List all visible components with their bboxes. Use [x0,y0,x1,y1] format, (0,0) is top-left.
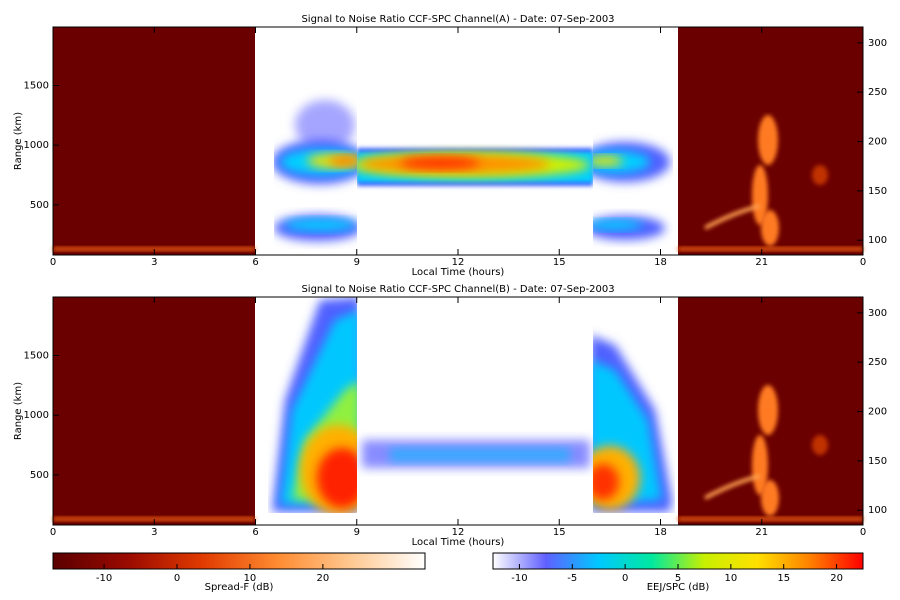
x-tick-label: 0 [50,257,56,268]
colorbar [52,552,426,570]
x-tick-label: 18 [654,527,667,538]
x-tick-label: 9 [354,527,360,538]
x-axis-label: Local Time (hours) [412,267,505,278]
y-tick-label: 1000 [24,410,49,421]
y2-tick-label: 300 [868,308,887,319]
x-tick-label: 6 [252,527,258,538]
x-tick-label: 0 [860,527,866,538]
x-tick-label: 6 [252,257,258,268]
colorbar-tick-label: 15 [777,573,790,584]
y-tick-label: 1500 [24,80,49,91]
colorbar-tick-label: 0 [174,573,180,584]
y2-tick-label: 100 [868,505,887,516]
y-tick-label: 1500 [24,350,49,361]
x-tick-label: 15 [553,527,566,538]
colorbar-label: EEJ/SPC (dB) [647,582,710,593]
heatmap-image [53,297,863,525]
y2-tick-label: 100 [868,235,887,246]
colorbar-tick-label: -10 [96,573,112,584]
y2-tick-label: 200 [868,136,887,147]
y2-tick-label: 150 [868,186,887,197]
x-tick-label: 21 [755,527,768,538]
colorbar-tick-label: 0 [622,573,628,584]
x-tick-label: 15 [553,257,566,268]
x-tick-label: 3 [151,527,157,538]
colorbar-tick-label: 20 [830,573,843,584]
x-tick-label: 0 [860,257,866,268]
heatmap-image [53,27,863,255]
y-axis-label: Range (km) [13,112,24,170]
x-tick-label: 21 [755,257,768,268]
y2-tick-label: 150 [868,456,887,467]
x-tick-label: 18 [654,257,667,268]
y-axis-label: Range (km) [13,382,24,440]
x-tick-label: 0 [50,527,56,538]
x-tick-label: 9 [354,257,360,268]
x-tick-label: 12 [452,527,465,538]
x-tick-label: 3 [151,257,157,268]
y-tick-label: 500 [30,200,49,211]
y-tick-label: 1000 [24,140,49,151]
colorbar-tick-label: -10 [511,573,527,584]
chart-title: Signal to Noise Ratio CCF-SPC Channel(B)… [301,284,614,295]
colorbar-tick-label: 10 [724,573,737,584]
colorbar-tick-label: 10 [244,573,257,584]
y2-tick-label: 250 [868,87,887,98]
y-tick-label: 500 [30,470,49,481]
chart-title: Signal to Noise Ratio CCF-SPC Channel(A)… [301,14,614,25]
x-tick-label: 12 [452,257,465,268]
y2-tick-label: 250 [868,357,887,368]
y2-tick-label: 300 [868,38,887,49]
colorbar-label: Spread-F (dB) [205,582,274,593]
y2-tick-label: 200 [868,406,887,417]
colorbar-tick-label: 20 [317,573,330,584]
colorbar-tick-label: -5 [567,573,577,584]
colorbar-tick-label: 5 [675,573,681,584]
x-axis-label: Local Time (hours) [412,537,505,548]
